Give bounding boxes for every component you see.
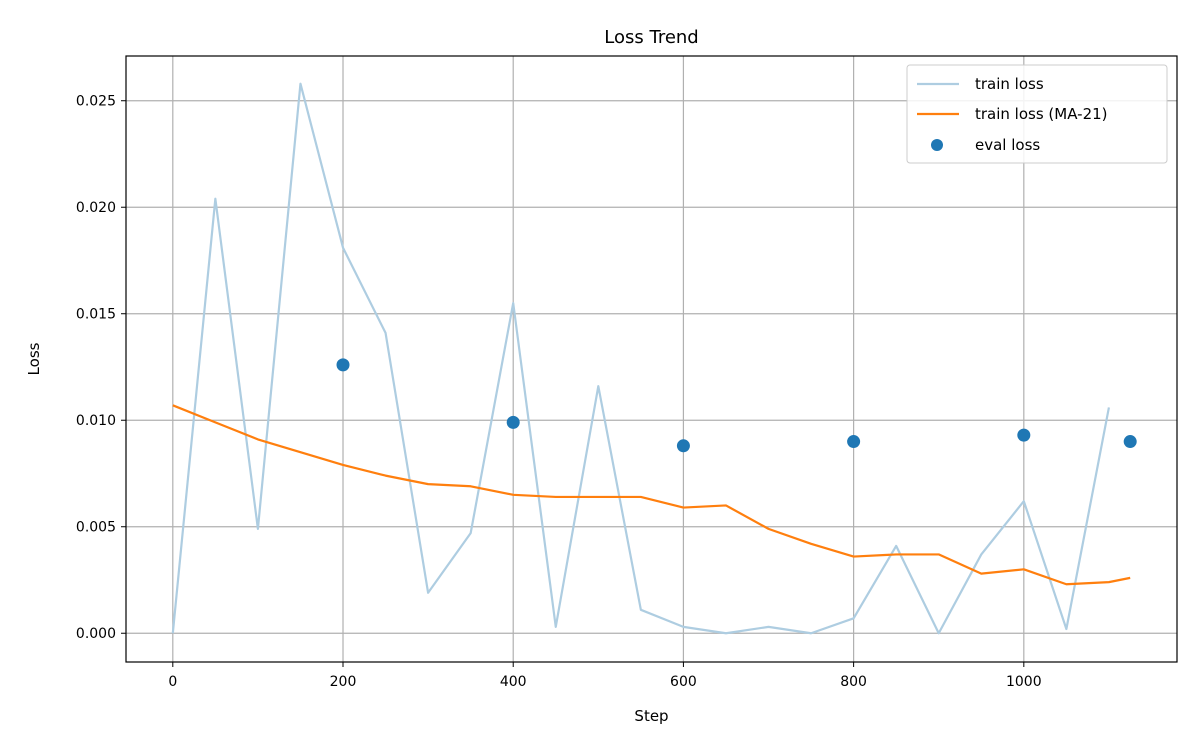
y-tick-label: 0.005	[76, 520, 116, 536]
y-tick-label: 0.025	[76, 94, 116, 110]
x-tick-label: 600	[670, 674, 697, 690]
legend-label-eval-loss: eval loss	[975, 136, 1040, 154]
scatter-point-eval-loss	[1123, 435, 1137, 449]
legend-label-train-loss: train loss	[975, 75, 1044, 93]
scatter-point-eval-loss	[676, 439, 690, 453]
legend: train loss train loss (MA-21) eval loss	[906, 64, 1168, 164]
x-tick-label: 200	[330, 674, 357, 690]
series-line-train-loss-ma-21	[172, 404, 1131, 586]
legend-swatch-eval-loss	[931, 139, 943, 151]
x-tick-label: 0	[168, 674, 177, 690]
y-tick-label: 0.000	[76, 626, 116, 642]
chart-title: Loss Trend	[604, 27, 698, 48]
y-axis-label: Loss	[25, 342, 43, 375]
x-tick-label: 400	[500, 674, 527, 690]
x-tick-label: 1000	[1006, 674, 1042, 690]
legend-label-train-loss-ma: train loss (MA-21)	[975, 105, 1108, 123]
plot-frame	[125, 55, 1178, 663]
x-tick-label: 800	[840, 674, 867, 690]
series-line-train-loss	[171, 82, 1110, 635]
y-tick-label: 0.015	[76, 307, 116, 323]
x-axis-label: Step	[634, 707, 668, 725]
scatter-point-eval-loss	[506, 415, 520, 429]
plot-series	[171, 82, 1137, 635]
ticks: 0 200 400 600 800 1000 0.000 0.005 0.010 0.015 0.0…	[76, 94, 1042, 690]
y-tick-label: 0.020	[76, 200, 116, 216]
y-tick-label: 0.010	[76, 413, 116, 429]
scatter-point-eval-loss	[847, 435, 861, 449]
scatter-point-eval-loss	[1017, 428, 1031, 442]
legend-box	[906, 64, 1168, 164]
scatter-point-eval-loss	[336, 358, 350, 372]
